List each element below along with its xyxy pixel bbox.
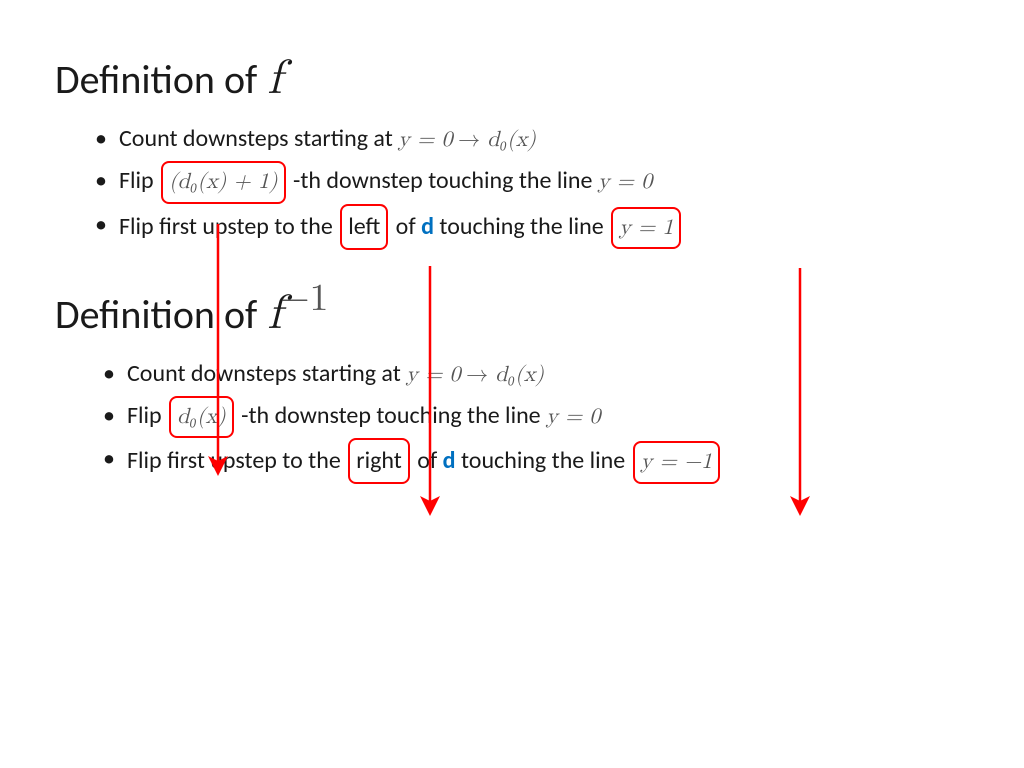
s1-bullet-2: Flip (d₀(x) + 1) -th downstep touching t…	[95, 160, 969, 204]
s1b3-boxed: left	[340, 204, 388, 250]
title-exp-neg1: −1	[280, 280, 329, 318]
s1b2-mid: -th downstep touching the line	[293, 166, 598, 195]
s1b1-arrow: →	[458, 129, 487, 151]
s1b3-d: d	[421, 212, 434, 241]
s1b3-mid2: touching the line	[439, 212, 609, 241]
s2b1-rhs: d₀(x)	[495, 364, 544, 386]
bullets-section-1: Count downsteps starting at y = 0 → d₀(x…	[55, 118, 969, 250]
s2-bullet-2: Flip d₀(x) -th downstep touching the lin…	[103, 395, 969, 439]
s2b2-boxed: d₀(x)	[169, 396, 234, 439]
s2b3-pre: Flip first upstep to the	[127, 446, 346, 475]
slide-content: Definition of f Count downsteps starting…	[0, 0, 1024, 768]
s1b1-pre: Count downsteps starting at	[119, 124, 398, 153]
s1b2-rhs: y = 0	[598, 171, 652, 193]
s1b1-lhs: y = 0	[398, 129, 452, 151]
bullets-section-2: Count downsteps starting at y = 0 → d₀(x…	[55, 353, 969, 485]
s2b2-rhs: y = 0	[546, 406, 600, 428]
s2-bullet-1: Count downsteps starting at y = 0 → d₀(x…	[103, 353, 969, 395]
s2-bullet-3: Flip first upstep to the right of d touc…	[103, 438, 969, 484]
s2b3-mid2: touching the line	[461, 446, 631, 475]
s2b1-pre: Count downsteps starting at	[127, 359, 406, 388]
s1b3-mid: of	[396, 212, 421, 241]
s1b2-boxed: (d₀(x) + 1)	[161, 161, 285, 204]
s2b2-pre: Flip	[127, 401, 167, 430]
s1-bullet-3: Flip first upstep to the left of d touch…	[95, 204, 969, 250]
s2b3-boxed: right	[348, 438, 410, 484]
s1b2-pre: Flip	[119, 166, 159, 195]
title-text-1: Definition of	[55, 55, 257, 104]
s1b3-pre: Flip first upstep to the	[119, 212, 338, 241]
title-finv: Definition of f−1	[55, 285, 969, 343]
title-symbol-f: f	[267, 50, 282, 108]
s2b1-arrow: →	[466, 364, 495, 386]
title-symbol-finv: f−1	[267, 285, 330, 343]
title-text-2: Definition of	[55, 290, 257, 339]
s2b3-mid: of	[417, 446, 442, 475]
s2b1-lhs: y = 0	[406, 364, 460, 386]
s2b2-mid: -th downstep touching the line	[241, 401, 546, 430]
title-f: Definition of f	[55, 50, 969, 108]
s2b3-d: d	[443, 446, 456, 475]
s1b3-rhs-boxed: y = 1	[611, 207, 681, 250]
s1b1-rhs: d₀(x)	[487, 129, 536, 151]
s1-bullet-1: Count downsteps starting at y = 0 → d₀(x…	[95, 118, 969, 160]
s2b3-rhs-boxed: y = −1	[633, 441, 720, 484]
